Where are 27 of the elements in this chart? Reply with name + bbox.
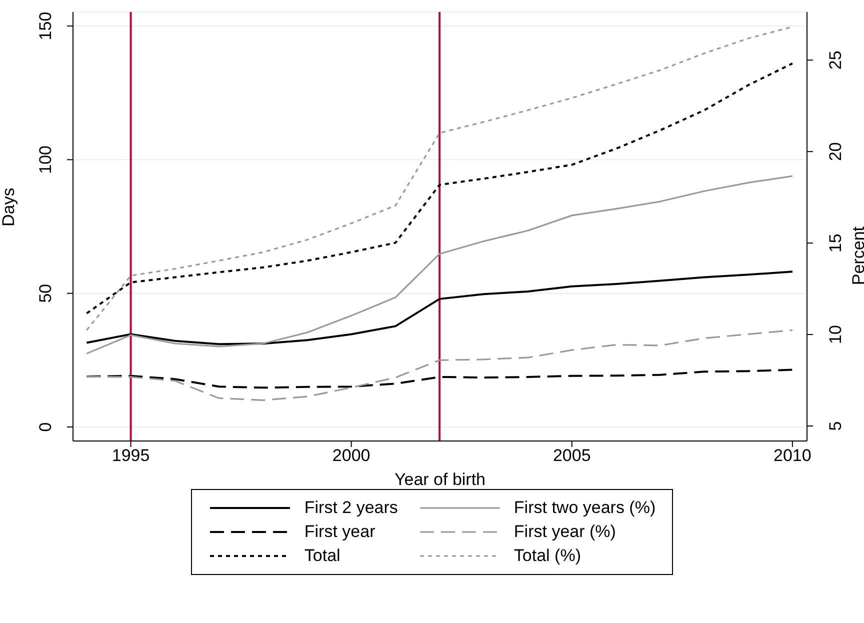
line-series	[86, 62, 794, 314]
legend-label: First year	[304, 522, 376, 542]
legend-label: Total (%)	[514, 546, 581, 566]
x-tick-label: 2005	[552, 446, 591, 466]
x-axis-title: Year of birth	[394, 470, 486, 489]
y2-tick-label: 10	[826, 325, 845, 344]
y-tick-label: 0	[36, 422, 55, 432]
y-tick-label: 150	[36, 12, 55, 40]
legend-label: First two years (%)	[514, 498, 656, 518]
y2-tick-label: 25	[826, 50, 845, 70]
legend-label: First year (%)	[514, 522, 616, 542]
x-tick-label: 2010	[774, 446, 812, 466]
y2-tick-label: 20	[826, 142, 845, 162]
y2-tick-label: 15	[826, 234, 845, 253]
line-series	[86, 329, 794, 402]
y2-tick-label: 5	[826, 421, 845, 431]
legend-label: First 2 years	[304, 498, 398, 518]
y2-axis-title: Percent	[849, 226, 864, 286]
line-series	[86, 270, 794, 346]
x-tick-label: 2000	[332, 446, 370, 466]
line-series	[86, 368, 794, 389]
y-tick-label: 100	[36, 145, 55, 174]
legend-label: Total	[304, 546, 340, 566]
y-axis-title: Days	[0, 188, 18, 226]
y-tick-label: 50	[36, 284, 55, 303]
line-series	[86, 175, 794, 354]
x-tick-label: 1995	[112, 446, 150, 466]
